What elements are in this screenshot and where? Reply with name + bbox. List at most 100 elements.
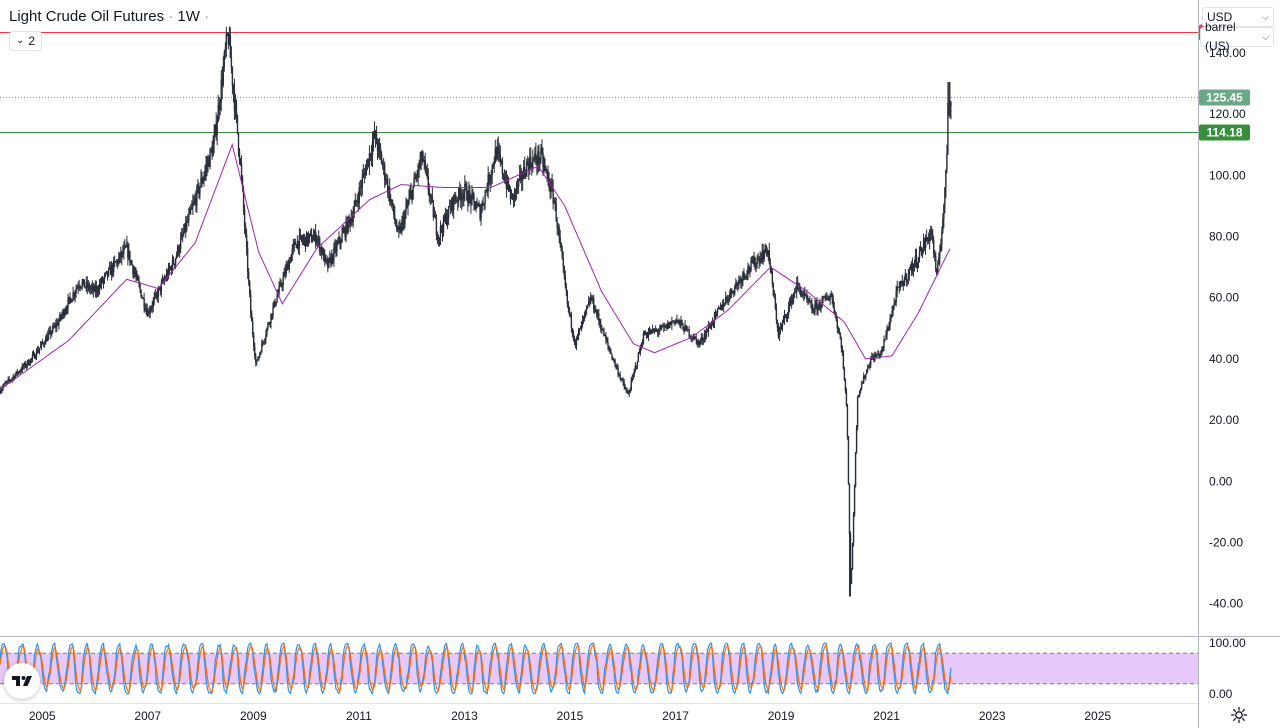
candle-body bbox=[448, 206, 451, 208]
candle-body bbox=[850, 569, 853, 584]
candle bbox=[383, 161, 386, 189]
candle-body bbox=[564, 276, 567, 287]
unit-select[interactable]: barrel (US) ⌵ bbox=[1200, 20, 1274, 53]
candle-body bbox=[473, 194, 475, 202]
candle bbox=[89, 285, 92, 295]
candle-body bbox=[486, 190, 488, 192]
candle-body bbox=[928, 234, 931, 242]
candle-body bbox=[255, 356, 257, 363]
candle-body bbox=[621, 379, 623, 381]
candle-body bbox=[156, 293, 159, 298]
candle bbox=[225, 26, 228, 58]
candle-body bbox=[276, 296, 278, 303]
indicators-collapse-button[interactable]: ⌄ 2 bbox=[9, 31, 43, 51]
candle-body bbox=[375, 131, 378, 145]
candle-body bbox=[652, 328, 655, 332]
candle bbox=[718, 306, 721, 310]
candle bbox=[127, 241, 129, 266]
candle bbox=[920, 246, 923, 257]
candle bbox=[69, 292, 71, 305]
candle-body bbox=[640, 345, 643, 347]
candle-body bbox=[60, 314, 62, 318]
candle bbox=[229, 27, 232, 59]
candle bbox=[813, 307, 815, 315]
tradingview-logo[interactable] bbox=[4, 663, 40, 699]
candle-body bbox=[269, 323, 271, 325]
price-axis[interactable]: 140.00120.00100.0080.0060.0040.0020.000.… bbox=[1209, 46, 1246, 611]
chart-legend-title[interactable]: Light Crude Oil Futures · 1W · bbox=[9, 8, 209, 25]
candle-body bbox=[228, 34, 231, 45]
candle-body bbox=[828, 298, 830, 301]
candle bbox=[7, 376, 9, 384]
candle bbox=[677, 319, 679, 324]
candle-body bbox=[499, 154, 502, 162]
candle-body bbox=[100, 278, 103, 285]
candle bbox=[576, 334, 579, 341]
candle-body bbox=[724, 297, 727, 304]
candle bbox=[606, 336, 608, 343]
candle bbox=[147, 308, 149, 317]
candle-body bbox=[825, 297, 827, 299]
candle-body bbox=[667, 322, 669, 329]
candle bbox=[780, 323, 783, 330]
oscillator-pane[interactable] bbox=[0, 642, 1198, 696]
price-pane[interactable] bbox=[0, 26, 1198, 597]
candle bbox=[571, 327, 574, 338]
candle bbox=[451, 196, 454, 217]
candle-body bbox=[287, 263, 289, 270]
candle-body bbox=[879, 354, 881, 357]
candle bbox=[494, 139, 496, 164]
currency-select[interactable]: USD ⌵ bbox=[1202, 7, 1274, 27]
stoch-d-line[interactable] bbox=[0, 643, 952, 694]
candle bbox=[725, 295, 728, 304]
candle bbox=[152, 297, 154, 313]
candle bbox=[314, 223, 317, 249]
candle bbox=[397, 225, 399, 233]
candle bbox=[917, 256, 920, 269]
candle bbox=[59, 311, 61, 322]
candle bbox=[763, 249, 765, 263]
candle-body bbox=[467, 200, 469, 204]
candle bbox=[703, 329, 706, 343]
candle bbox=[641, 339, 644, 348]
candle-body bbox=[860, 383, 863, 389]
interval-label[interactable]: 1W bbox=[177, 8, 200, 25]
candle bbox=[771, 268, 774, 288]
candle bbox=[600, 318, 602, 333]
moving-average-line[interactable] bbox=[0, 143, 951, 390]
candle bbox=[716, 308, 719, 317]
candle-body bbox=[757, 257, 759, 260]
candle-body bbox=[256, 359, 258, 363]
candle bbox=[71, 299, 73, 303]
candle-body bbox=[531, 164, 533, 169]
candle bbox=[605, 331, 607, 345]
candle bbox=[206, 156, 208, 177]
candle-body bbox=[568, 307, 571, 314]
candle bbox=[862, 372, 865, 384]
candle-body bbox=[559, 237, 561, 244]
candle bbox=[98, 279, 101, 295]
candle-body bbox=[846, 405, 849, 437]
candle bbox=[595, 305, 597, 313]
candle bbox=[467, 190, 469, 212]
candle bbox=[52, 323, 54, 334]
candle bbox=[612, 356, 614, 361]
price-axis-tick: 0.00 bbox=[1209, 474, 1233, 488]
oscillator-axis[interactable]: 100.000.00 bbox=[1209, 636, 1246, 701]
candle bbox=[889, 313, 891, 331]
candle bbox=[765, 244, 767, 257]
candle bbox=[496, 138, 499, 161]
candle bbox=[193, 195, 195, 206]
candle bbox=[376, 138, 379, 160]
candle bbox=[184, 223, 186, 234]
candle-body bbox=[815, 303, 817, 305]
candle bbox=[466, 181, 468, 201]
oscillator-axis-tick: 100.00 bbox=[1209, 636, 1246, 650]
candle bbox=[668, 321, 670, 329]
time-axis[interactable]: 2005 2007 2009 2011 2013 2015 2017 2019 2021 2023… bbox=[29, 709, 1112, 723]
symbol-name[interactable]: Light Crude Oil Futures bbox=[9, 8, 165, 25]
candle bbox=[377, 138, 380, 158]
gear-icon[interactable] bbox=[1230, 706, 1248, 724]
